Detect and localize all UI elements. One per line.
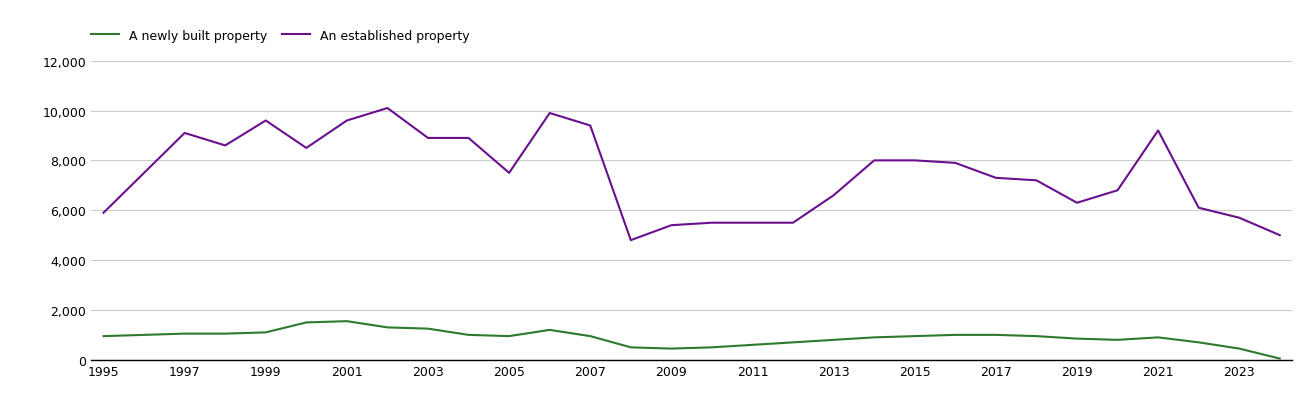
- A newly built property: [867, 335, 882, 340]
- An established property: [461, 136, 476, 141]
- An established property: [582, 124, 598, 128]
- An established property: [1150, 129, 1165, 134]
- A newly built property: [542, 328, 557, 333]
- An established property: [947, 161, 963, 166]
- A newly built property: [95, 334, 111, 339]
- An established property: [299, 146, 315, 151]
- An established property: [258, 119, 274, 124]
- An established property: [1232, 216, 1248, 220]
- A newly built property: [947, 333, 963, 337]
- A newly built property: [1109, 337, 1125, 342]
- An established property: [826, 193, 842, 198]
- An established property: [1109, 189, 1125, 193]
- Line: An established property: An established property: [103, 109, 1280, 240]
- An established property: [745, 221, 761, 226]
- An established property: [420, 136, 436, 141]
- An established property: [705, 221, 720, 226]
- An established property: [663, 223, 679, 228]
- An established property: [988, 176, 1004, 181]
- A newly built property: [176, 331, 192, 336]
- An established property: [136, 171, 151, 176]
- An established property: [380, 106, 395, 111]
- An established property: [1069, 201, 1084, 206]
- An established property: [176, 131, 192, 136]
- An established property: [1272, 233, 1288, 238]
- An established property: [501, 171, 517, 176]
- An established property: [1028, 178, 1044, 183]
- A newly built property: [1028, 334, 1044, 339]
- An established property: [339, 119, 355, 124]
- A newly built property: [299, 320, 315, 325]
- Legend: A newly built property, An established property: A newly built property, An established p…: [91, 30, 470, 43]
- A newly built property: [1150, 335, 1165, 340]
- A newly built property: [380, 325, 395, 330]
- A newly built property: [501, 334, 517, 339]
- A newly built property: [1191, 340, 1207, 345]
- A newly built property: [663, 346, 679, 351]
- A newly built property: [826, 337, 842, 342]
- A newly built property: [461, 333, 476, 337]
- A newly built property: [622, 345, 638, 350]
- An established property: [622, 238, 638, 243]
- A newly built property: [420, 326, 436, 331]
- A newly built property: [218, 331, 234, 336]
- A newly built property: [1272, 356, 1288, 361]
- A newly built property: [1069, 336, 1084, 341]
- A newly built property: [907, 334, 923, 339]
- Line: A newly built property: A newly built property: [103, 321, 1280, 359]
- A newly built property: [705, 345, 720, 350]
- A newly built property: [339, 319, 355, 324]
- An established property: [542, 111, 557, 116]
- An established property: [1191, 206, 1207, 211]
- A newly built property: [136, 333, 151, 337]
- A newly built property: [988, 333, 1004, 337]
- An established property: [218, 144, 234, 148]
- A newly built property: [258, 330, 274, 335]
- An established property: [95, 211, 111, 216]
- A newly built property: [786, 340, 801, 345]
- An established property: [786, 221, 801, 226]
- An established property: [867, 159, 882, 164]
- A newly built property: [582, 334, 598, 339]
- A newly built property: [1232, 346, 1248, 351]
- An established property: [907, 159, 923, 164]
- A newly built property: [745, 343, 761, 348]
